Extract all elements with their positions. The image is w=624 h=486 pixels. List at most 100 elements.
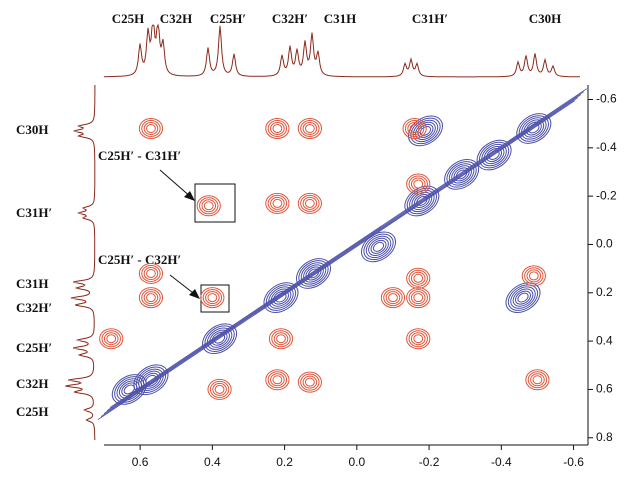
projection-top: [104, 23, 580, 78]
peak: [196, 195, 221, 217]
contour: [272, 123, 283, 133]
peak: [406, 267, 431, 289]
contour: [518, 115, 549, 142]
contour: [413, 179, 424, 189]
contour: [406, 173, 431, 195]
peak: [265, 192, 290, 214]
contour: [106, 334, 117, 344]
contour: [307, 268, 320, 279]
contour: [476, 139, 512, 171]
contour: [146, 293, 156, 303]
contour: [267, 371, 288, 389]
highlight-box: [194, 183, 236, 223]
peak-label: C31H: [324, 11, 357, 26]
contour: [521, 265, 546, 287]
contour: [141, 289, 161, 307]
peak: [404, 185, 440, 217]
contour: [300, 262, 327, 285]
peak: [138, 287, 164, 309]
contour: [209, 329, 230, 348]
contour: [302, 196, 318, 210]
contour: [413, 193, 430, 208]
contour: [203, 201, 214, 211]
contour: [507, 284, 539, 311]
contour: [410, 332, 426, 346]
peak: [99, 328, 124, 350]
contour: [270, 373, 285, 387]
contour: [388, 293, 398, 303]
contour: [143, 266, 159, 280]
diagonal-ridge: [97, 100, 575, 420]
contour: [527, 371, 548, 389]
peak-label: C25H′: [16, 340, 52, 355]
contour: [302, 121, 318, 135]
contour: [272, 375, 283, 385]
contour: [409, 189, 435, 213]
contour: [265, 192, 290, 214]
contour: [135, 366, 167, 394]
peak: [297, 371, 322, 393]
peak-label: C32H: [16, 376, 49, 391]
arrow-head: [189, 289, 200, 299]
arrow: [159, 169, 193, 199]
peak: [476, 139, 512, 171]
contour: [483, 145, 505, 165]
contour: [410, 291, 426, 305]
contour: [270, 288, 292, 307]
contour: [202, 323, 238, 355]
peak: [265, 117, 290, 139]
peak: [505, 282, 541, 313]
peak: [138, 262, 164, 284]
arrow-head: [184, 191, 195, 201]
contour: [276, 334, 286, 344]
contour: [265, 284, 297, 311]
contour: [103, 332, 119, 346]
contour: [528, 271, 539, 281]
contour: [408, 330, 428, 348]
contour: [523, 119, 545, 138]
contour: [267, 119, 288, 137]
contour: [515, 290, 531, 305]
contour: [505, 282, 541, 313]
contour: [446, 161, 477, 188]
contour: [404, 185, 440, 217]
contour: [406, 287, 431, 309]
peak-label: C30H: [529, 11, 562, 26]
peak-label: C30H: [16, 122, 49, 137]
y-tick-label: 0.8: [596, 430, 613, 444]
contour: [521, 117, 547, 140]
contour: [273, 290, 289, 305]
contour: [265, 117, 290, 139]
peak: [138, 117, 164, 139]
contour: [406, 267, 431, 289]
peak: [525, 369, 550, 391]
contour: [407, 115, 443, 147]
contour: [298, 260, 329, 287]
contour: [263, 282, 299, 313]
contour: [133, 364, 169, 396]
peak-label: C32H: [160, 11, 193, 26]
contour: [415, 121, 436, 141]
peak-label: C32H′: [272, 11, 308, 26]
contour: [295, 258, 331, 289]
contour: [116, 378, 143, 401]
contour: [141, 119, 161, 137]
contour: [380, 287, 406, 309]
contour: [142, 372, 159, 387]
projection-left: [65, 85, 96, 440]
contour: [408, 175, 428, 193]
contour: [300, 194, 320, 212]
contour: [370, 239, 387, 254]
contour: [448, 163, 475, 186]
annotation: C25H′ - C32H′: [98, 252, 181, 267]
contour: [99, 328, 124, 350]
contour: [303, 264, 324, 283]
contour: [478, 141, 510, 169]
contour: [305, 266, 322, 281]
contour: [409, 123, 420, 133]
contour: [372, 241, 385, 252]
contour: [204, 325, 235, 352]
peak: [406, 328, 431, 350]
annotations: C25H′ - C31H′ C25H′ - C32H′: [98, 148, 236, 313]
y-tick-label: -0.4: [596, 140, 617, 154]
